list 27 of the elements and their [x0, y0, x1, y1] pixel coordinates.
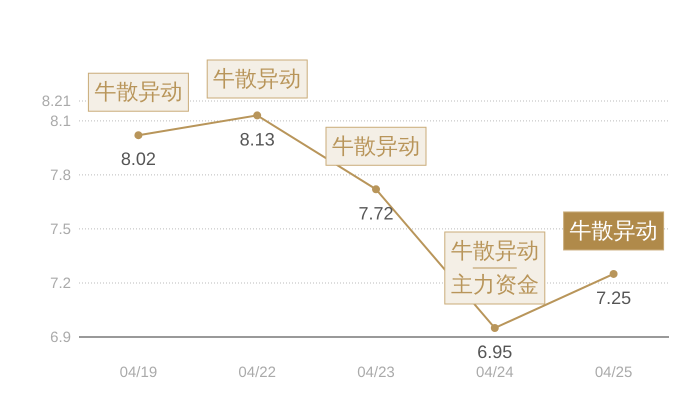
data-label: 8.02 [120, 149, 156, 170]
x-tick-label: 04/19 [120, 364, 158, 381]
data-label: 7.72 [358, 203, 394, 224]
x-tick-label: 04/25 [594, 364, 632, 381]
annotation: 牛散异动 [570, 218, 658, 243]
y-tick-label: 7.8 [50, 166, 71, 184]
x-tick-label: 04/24 [476, 364, 514, 381]
point [372, 185, 380, 194]
point [490, 324, 499, 332]
annotation: 牛散异动 [450, 238, 539, 263]
point [134, 131, 142, 140]
y-tick-label: 6.9 [50, 329, 71, 346]
annotation: 牛散异动 [332, 133, 420, 158]
x-tick-label: 04/22 [238, 364, 276, 381]
annotation: 牛散异动 [213, 66, 302, 91]
y-tick-label: 8.21 [42, 93, 71, 110]
annotation: 牛散异动 [94, 79, 182, 104]
data-label: 7.25 [596, 288, 632, 308]
y-tick-label: 7.2 [50, 274, 71, 292]
data-label: 6.95 [477, 342, 512, 362]
y-tick-label: 7.5 [50, 220, 71, 238]
y-tick-label: 8.1 [50, 112, 71, 130]
annotation: 主力资金 [450, 272, 539, 297]
x-tick-label: 04/23 [357, 364, 395, 381]
point [610, 270, 618, 278]
point [253, 111, 262, 120]
data-label: 8.13 [240, 129, 275, 150]
